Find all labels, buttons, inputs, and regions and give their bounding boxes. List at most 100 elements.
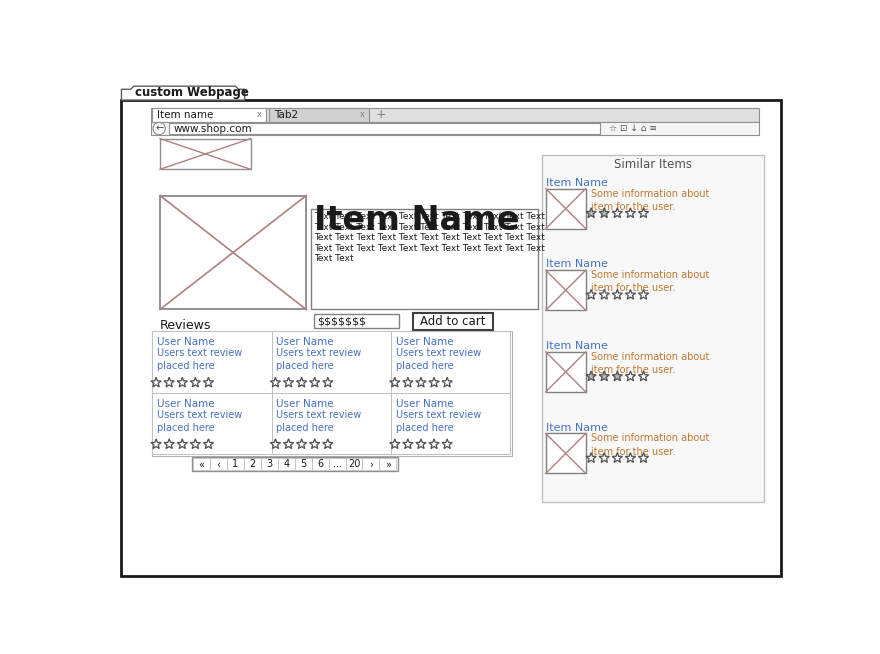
Bar <box>312 458 328 470</box>
Bar <box>346 458 363 470</box>
Text: Item Name: Item Name <box>314 204 519 237</box>
Text: Text Text: Text Text <box>314 254 354 263</box>
Polygon shape <box>403 377 413 387</box>
Bar <box>193 458 210 470</box>
Text: Text Text Text Text Text Text Text Text Text Text Text: Text Text Text Text Text Text Text Text … <box>314 213 545 222</box>
Bar <box>152 108 267 122</box>
Polygon shape <box>638 208 649 218</box>
Polygon shape <box>190 439 201 449</box>
Polygon shape <box>612 208 622 218</box>
Text: ›: › <box>369 459 373 470</box>
Polygon shape <box>310 439 319 449</box>
Bar <box>413 313 494 330</box>
Polygon shape <box>638 371 649 381</box>
Polygon shape <box>442 377 452 387</box>
Polygon shape <box>638 290 649 300</box>
Text: Text Text Text Text Text Text Text Text Text Text Text: Text Text Text Text Text Text Text Text … <box>314 223 545 232</box>
Polygon shape <box>323 377 333 387</box>
Bar <box>295 458 312 470</box>
Polygon shape <box>164 439 174 449</box>
Text: User Name: User Name <box>276 399 334 409</box>
Text: User Name: User Name <box>396 399 453 409</box>
Text: User Name: User Name <box>157 399 215 409</box>
Bar <box>150 108 759 122</box>
Text: 3: 3 <box>267 459 272 470</box>
Text: Text Text Text Text Text Text Text Text Text Text Text: Text Text Text Text Text Text Text Text … <box>314 244 545 252</box>
Text: Item Name: Item Name <box>546 178 607 188</box>
Polygon shape <box>586 290 597 300</box>
Text: User Name: User Name <box>396 337 453 347</box>
Text: Users text review
placed here: Users text review placed here <box>276 348 362 371</box>
Text: x: x <box>360 110 365 119</box>
Polygon shape <box>310 377 319 387</box>
Bar <box>278 458 295 470</box>
Polygon shape <box>270 377 281 387</box>
Bar <box>160 196 306 309</box>
Polygon shape <box>599 290 609 300</box>
Polygon shape <box>390 439 400 449</box>
Text: 4: 4 <box>283 459 290 470</box>
Text: ‹: ‹ <box>216 459 220 470</box>
Text: custom Webpage: custom Webpage <box>136 86 249 99</box>
Polygon shape <box>599 371 609 381</box>
Polygon shape <box>612 453 622 462</box>
Bar <box>391 331 510 392</box>
Polygon shape <box>626 453 635 462</box>
Text: User Name: User Name <box>157 337 215 347</box>
Polygon shape <box>586 208 597 218</box>
Polygon shape <box>599 208 609 218</box>
Bar <box>152 331 512 456</box>
Text: 20: 20 <box>348 459 360 470</box>
Text: x: x <box>257 110 262 119</box>
Polygon shape <box>586 453 597 462</box>
Text: 5: 5 <box>300 459 306 470</box>
Polygon shape <box>638 453 649 462</box>
Polygon shape <box>177 377 187 387</box>
Text: Similar Items: Similar Items <box>613 158 692 171</box>
Text: 1: 1 <box>232 459 238 470</box>
Polygon shape <box>190 377 201 387</box>
Polygon shape <box>390 377 400 387</box>
Bar <box>150 122 759 135</box>
Polygon shape <box>429 377 439 387</box>
Polygon shape <box>203 439 214 449</box>
Text: Item Name: Item Name <box>546 260 607 269</box>
Text: Some information about
item for the user.: Some information about item for the user… <box>591 188 709 212</box>
Bar <box>391 392 510 455</box>
Text: ☆ ⊡ ↓ ⌂ ≡: ☆ ⊡ ↓ ⌂ ≡ <box>609 124 656 133</box>
Text: ...: ... <box>333 459 341 470</box>
Bar <box>272 331 391 392</box>
Text: Users text review
placed here: Users text review placed here <box>276 409 362 433</box>
Text: Add to cart: Add to cart <box>420 315 486 328</box>
Polygon shape <box>626 371 635 381</box>
Bar <box>328 458 346 470</box>
Text: Text Text Text Text Text Text Text Text Text Text Text: Text Text Text Text Text Text Text Text … <box>314 233 545 242</box>
Polygon shape <box>442 439 452 449</box>
Bar <box>546 434 586 473</box>
Polygon shape <box>626 208 635 218</box>
Polygon shape <box>416 439 426 449</box>
Text: Tab2: Tab2 <box>274 110 298 120</box>
Polygon shape <box>586 371 597 381</box>
Text: Some information about
item for the user.: Some information about item for the user… <box>591 434 709 456</box>
Circle shape <box>153 122 165 135</box>
Text: User Name: User Name <box>276 337 334 347</box>
Polygon shape <box>403 439 413 449</box>
Text: Some information about
item for the user.: Some information about item for the user… <box>591 352 709 375</box>
Polygon shape <box>323 439 333 449</box>
Polygon shape <box>599 453 609 462</box>
Text: Users text review
placed here: Users text review placed here <box>396 348 480 371</box>
Bar <box>546 352 586 392</box>
Polygon shape <box>203 377 214 387</box>
Polygon shape <box>283 439 294 449</box>
Text: »: » <box>385 459 391 470</box>
Polygon shape <box>151 377 161 387</box>
Polygon shape <box>177 439 187 449</box>
Bar <box>152 392 272 455</box>
Text: Reviews: Reviews <box>160 318 211 332</box>
Polygon shape <box>416 377 426 387</box>
Text: ←: ← <box>155 124 163 133</box>
Polygon shape <box>297 439 307 449</box>
Polygon shape <box>612 371 622 381</box>
Text: Users text review
placed here: Users text review placed here <box>396 409 480 433</box>
